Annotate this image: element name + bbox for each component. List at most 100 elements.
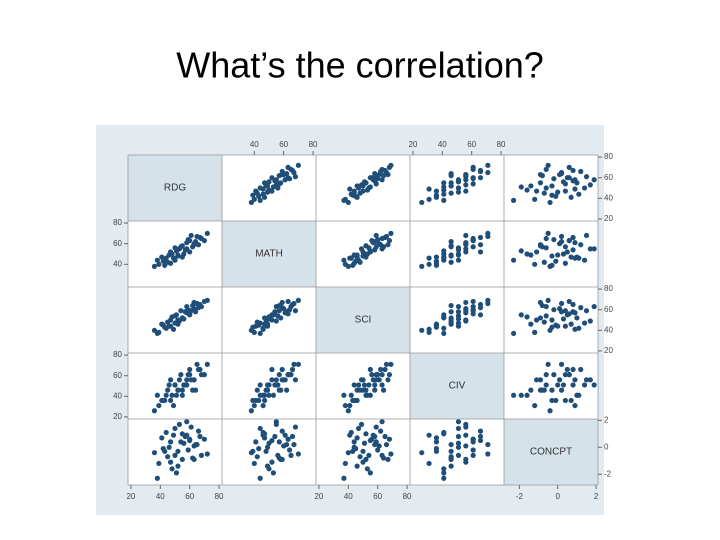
point <box>587 318 593 324</box>
point <box>419 263 425 269</box>
point <box>455 177 462 183</box>
point <box>201 436 207 442</box>
point <box>162 262 168 268</box>
point <box>372 382 378 388</box>
point <box>184 432 190 438</box>
point <box>263 448 269 454</box>
point <box>485 162 491 168</box>
point <box>279 171 285 178</box>
x-tick-label: 40 <box>250 140 259 149</box>
point <box>379 419 385 425</box>
point <box>560 316 567 322</box>
point <box>251 460 257 467</box>
point <box>448 463 454 469</box>
point <box>485 297 491 304</box>
point <box>382 366 388 373</box>
point <box>172 313 178 319</box>
y-tick-label: 20 <box>113 412 122 421</box>
point <box>373 424 379 430</box>
point <box>172 452 178 458</box>
point <box>532 329 538 335</box>
x-tick-label: 60 <box>373 492 382 501</box>
point <box>254 190 260 196</box>
point <box>264 444 271 450</box>
point <box>463 171 469 178</box>
point <box>545 297 551 304</box>
point <box>162 448 168 454</box>
point <box>518 312 524 318</box>
point <box>433 188 440 194</box>
point <box>178 244 184 250</box>
point <box>433 324 440 330</box>
slide-title: What’s the correlation? <box>176 45 544 86</box>
point <box>270 312 277 318</box>
point <box>194 361 200 367</box>
point <box>291 441 297 448</box>
point <box>275 313 281 319</box>
point <box>292 174 299 180</box>
point <box>175 252 181 258</box>
point <box>562 372 568 378</box>
point <box>528 321 534 327</box>
point <box>455 444 462 450</box>
x-tick-label: -2 <box>516 492 524 501</box>
point <box>463 432 469 438</box>
point <box>547 408 553 414</box>
point <box>253 439 259 445</box>
point <box>448 252 454 258</box>
point <box>558 387 565 393</box>
point <box>532 261 538 267</box>
point <box>373 181 379 187</box>
point <box>558 239 565 245</box>
point <box>463 188 469 194</box>
point <box>541 190 547 196</box>
point <box>372 170 378 177</box>
point <box>524 187 530 193</box>
point <box>375 447 381 453</box>
point <box>167 377 174 383</box>
point <box>169 392 175 398</box>
point <box>551 236 557 243</box>
y-tick-label: 40 <box>113 391 122 400</box>
point <box>166 382 172 388</box>
point <box>353 258 359 264</box>
point <box>257 425 263 432</box>
point <box>285 436 291 442</box>
point <box>441 315 447 321</box>
point <box>284 387 290 393</box>
y-tick-label: 0 <box>604 442 609 451</box>
point <box>555 189 561 195</box>
point <box>564 366 570 373</box>
point <box>191 242 197 248</box>
point <box>537 299 544 306</box>
point <box>285 372 291 378</box>
point <box>276 439 282 445</box>
point <box>470 452 476 458</box>
point <box>279 377 285 383</box>
x-tick-label: 0 <box>555 492 560 501</box>
point <box>441 180 447 186</box>
point <box>591 303 597 310</box>
point <box>370 432 376 438</box>
point <box>448 448 454 454</box>
point <box>485 451 491 457</box>
point <box>576 191 582 197</box>
point <box>276 372 282 378</box>
x-tick-label: 80 <box>309 140 318 149</box>
point <box>382 167 388 174</box>
point <box>426 255 432 261</box>
point <box>160 258 166 264</box>
point <box>543 235 549 242</box>
point <box>385 242 391 248</box>
point <box>448 259 454 265</box>
point <box>192 387 199 393</box>
point <box>441 197 447 203</box>
diagonal-cell <box>316 287 410 353</box>
point <box>433 448 440 454</box>
point <box>373 244 379 250</box>
point <box>341 475 347 481</box>
point <box>273 177 279 183</box>
point <box>184 382 190 388</box>
point <box>557 377 563 383</box>
point <box>373 377 379 383</box>
